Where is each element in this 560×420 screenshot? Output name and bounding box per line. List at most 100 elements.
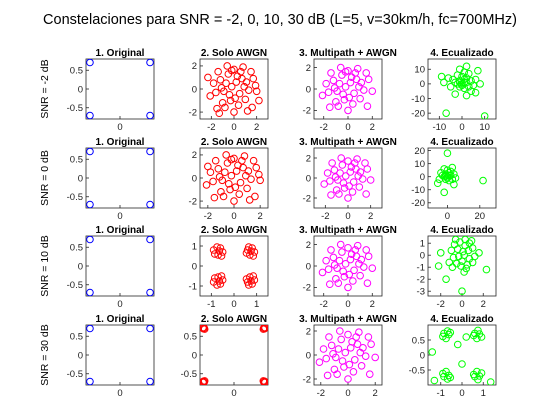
- plot-area: [86, 59, 154, 119]
- subplot-r1-c3: 4. Ecualizado 0 20 -20 -10 0 10 20: [411, 137, 496, 222]
- subplot-r0-c0: 1. Original0-0.500.5SNR = -2 dB: [39, 48, 154, 133]
- x-tick-label: 0: [459, 299, 464, 310]
- y-tick-label: -2: [303, 106, 311, 117]
- subplot-title: 2. Solo AWGN: [201, 137, 267, 148]
- subplot-r1-c1: 2. Solo AWGN -2 0 2 -2 0 2: [189, 137, 268, 222]
- x-tick-label: 2: [370, 122, 375, 133]
- subplot-title: 1. Original: [96, 137, 145, 148]
- x-tick-label: 1: [254, 299, 259, 310]
- x-tick-label: 0: [117, 122, 122, 133]
- plot-area: [86, 148, 154, 208]
- x-tick-label: 0: [345, 388, 350, 399]
- subplot-title: 2. Solo AWGN: [201, 314, 267, 325]
- x-tick-label: -10: [432, 122, 446, 133]
- subplot-title: 1. Original: [96, 48, 145, 59]
- y-tick-label: 0: [420, 172, 425, 183]
- y-tick-label: -2: [417, 275, 425, 286]
- x-tick-label: 0: [345, 211, 350, 222]
- y-tick-label: -1: [417, 263, 425, 274]
- subplot-r2-c2: 3. Multipath + AWGN-2 0 2-202: [299, 225, 397, 310]
- subplot-title: 1. Original: [96, 314, 145, 325]
- x-tick-label: 10: [479, 122, 490, 133]
- x-tick-label: 0: [117, 299, 122, 310]
- y-tick-label: 0: [78, 350, 83, 361]
- y-tick-label: 0: [306, 350, 311, 361]
- y-tick-label: 0: [78, 173, 83, 184]
- x-tick-label: 0: [345, 122, 350, 133]
- y-tick-label: 0.5: [412, 335, 425, 346]
- y-tick-label: 2: [192, 61, 197, 72]
- subplot-r0-c2: 3. Multipath + AWGN-2 0 2-202: [299, 48, 397, 133]
- y-tick-label: 2: [192, 150, 197, 161]
- y-tick-label: 0: [306, 261, 311, 272]
- y-tick-label: 0: [192, 84, 197, 95]
- x-tick-label: 0: [459, 388, 464, 399]
- plot-area: [200, 325, 268, 385]
- subplot-r1-c2: 3. Multipath + AWGN -2 0 2 -2 0 2: [299, 137, 397, 222]
- y-axis-label: SNR = 10 dB: [39, 235, 51, 297]
- subplot-r2-c1: 2. Solo AWGN-1 0 1-101: [189, 225, 268, 310]
- y-tick-label: 0: [306, 173, 311, 184]
- x-tick-label: 2: [370, 299, 375, 310]
- subplot-r2-c3: 4. Ecualizado-2 0 2-3-2-101: [417, 225, 496, 310]
- y-tick-label: -3: [417, 287, 425, 298]
- y-tick-label: -2: [303, 283, 311, 294]
- y-tick-label: -10: [411, 185, 425, 196]
- x-tick-label: 0: [117, 388, 122, 399]
- y-tick-label: 10: [414, 65, 425, 76]
- y-tick-label: 0: [192, 350, 197, 361]
- x-tick-label: 0: [345, 299, 350, 310]
- subplot-grid: 1. Original0-0.500.5SNR = -2 dB2. Solo A…: [39, 48, 496, 399]
- y-tick-label: 0: [306, 84, 311, 95]
- y-tick-label: 0: [420, 350, 425, 361]
- subplot-title: 3. Multipath + AWGN: [299, 48, 397, 59]
- y-tick-label: 0: [78, 84, 83, 95]
- y-tick-label: -20: [411, 198, 425, 209]
- subplot-title: 2. Solo AWGN: [201, 225, 267, 236]
- y-tick-label: 0: [78, 261, 83, 272]
- y-tick-label: -2: [189, 196, 197, 207]
- y-tick-label: -0.5: [67, 192, 83, 203]
- subplot-r2-c0: 1. Original0-0.500.5SNR = 10 dB: [39, 225, 154, 310]
- y-tick-label: 0: [192, 173, 197, 184]
- y-tick-label: -0.5: [67, 369, 83, 380]
- x-tick-label: 0: [231, 211, 236, 222]
- y-tick-label: 2: [306, 326, 311, 337]
- x-tick-label: 20: [475, 211, 486, 222]
- y-tick-label: -0.5: [181, 369, 197, 380]
- y-tick-label: -0.5: [67, 103, 83, 114]
- subplot-title: 4. Ecualizado: [430, 48, 493, 59]
- plot-area: [200, 236, 268, 296]
- y-tick-label: 0: [420, 79, 425, 90]
- x-tick-label: -2: [204, 211, 212, 222]
- y-tick-label: 10: [414, 159, 425, 170]
- x-tick-label: 0: [117, 211, 122, 222]
- y-tick-label: -2: [303, 193, 311, 204]
- y-axis-label: SNR = 30 dB: [39, 324, 51, 386]
- subplot-title: 4. Ecualizado: [430, 137, 493, 148]
- x-tick-label: 2: [481, 299, 486, 310]
- y-tick-label: -2: [189, 107, 197, 118]
- y-tick-label: 0.5: [70, 66, 83, 77]
- subplot-r0-c3: 4. Ecualizado-10 0 10-20-10010: [411, 48, 496, 133]
- y-tick-label: 2: [306, 153, 311, 164]
- x-tick-label: 2: [368, 211, 373, 222]
- subplot-title: 1. Original: [96, 225, 145, 236]
- x-tick-label: -2: [321, 211, 329, 222]
- plot-area: [86, 236, 154, 296]
- y-tick-label: 0.5: [70, 243, 83, 254]
- subplot-r1-c0: 1. Original 0 -0.5 0 0.5 SNR = 0 dB: [39, 137, 154, 222]
- y-axis-label: SNR = 0 dB: [39, 150, 51, 206]
- y-tick-label: 1: [420, 239, 425, 250]
- subplot-r3-c3: 4. Ecualizado-1 0 1-0.500.5: [409, 314, 496, 399]
- subplot-title: 3. Multipath + AWGN: [299, 137, 397, 148]
- x-tick-label: 0: [445, 211, 450, 222]
- subplot-r3-c0: 1. Original0-0.500.5SNR = 30 dB: [39, 314, 154, 399]
- x-tick-label: -2: [317, 388, 325, 399]
- y-tick-label: -2: [303, 374, 311, 385]
- subplot-title: 4. Ecualizado: [430, 314, 493, 325]
- x-tick-label: 2: [258, 211, 263, 222]
- y-tick-label: 0: [192, 261, 197, 272]
- y-tick-label: 0.5: [70, 155, 83, 166]
